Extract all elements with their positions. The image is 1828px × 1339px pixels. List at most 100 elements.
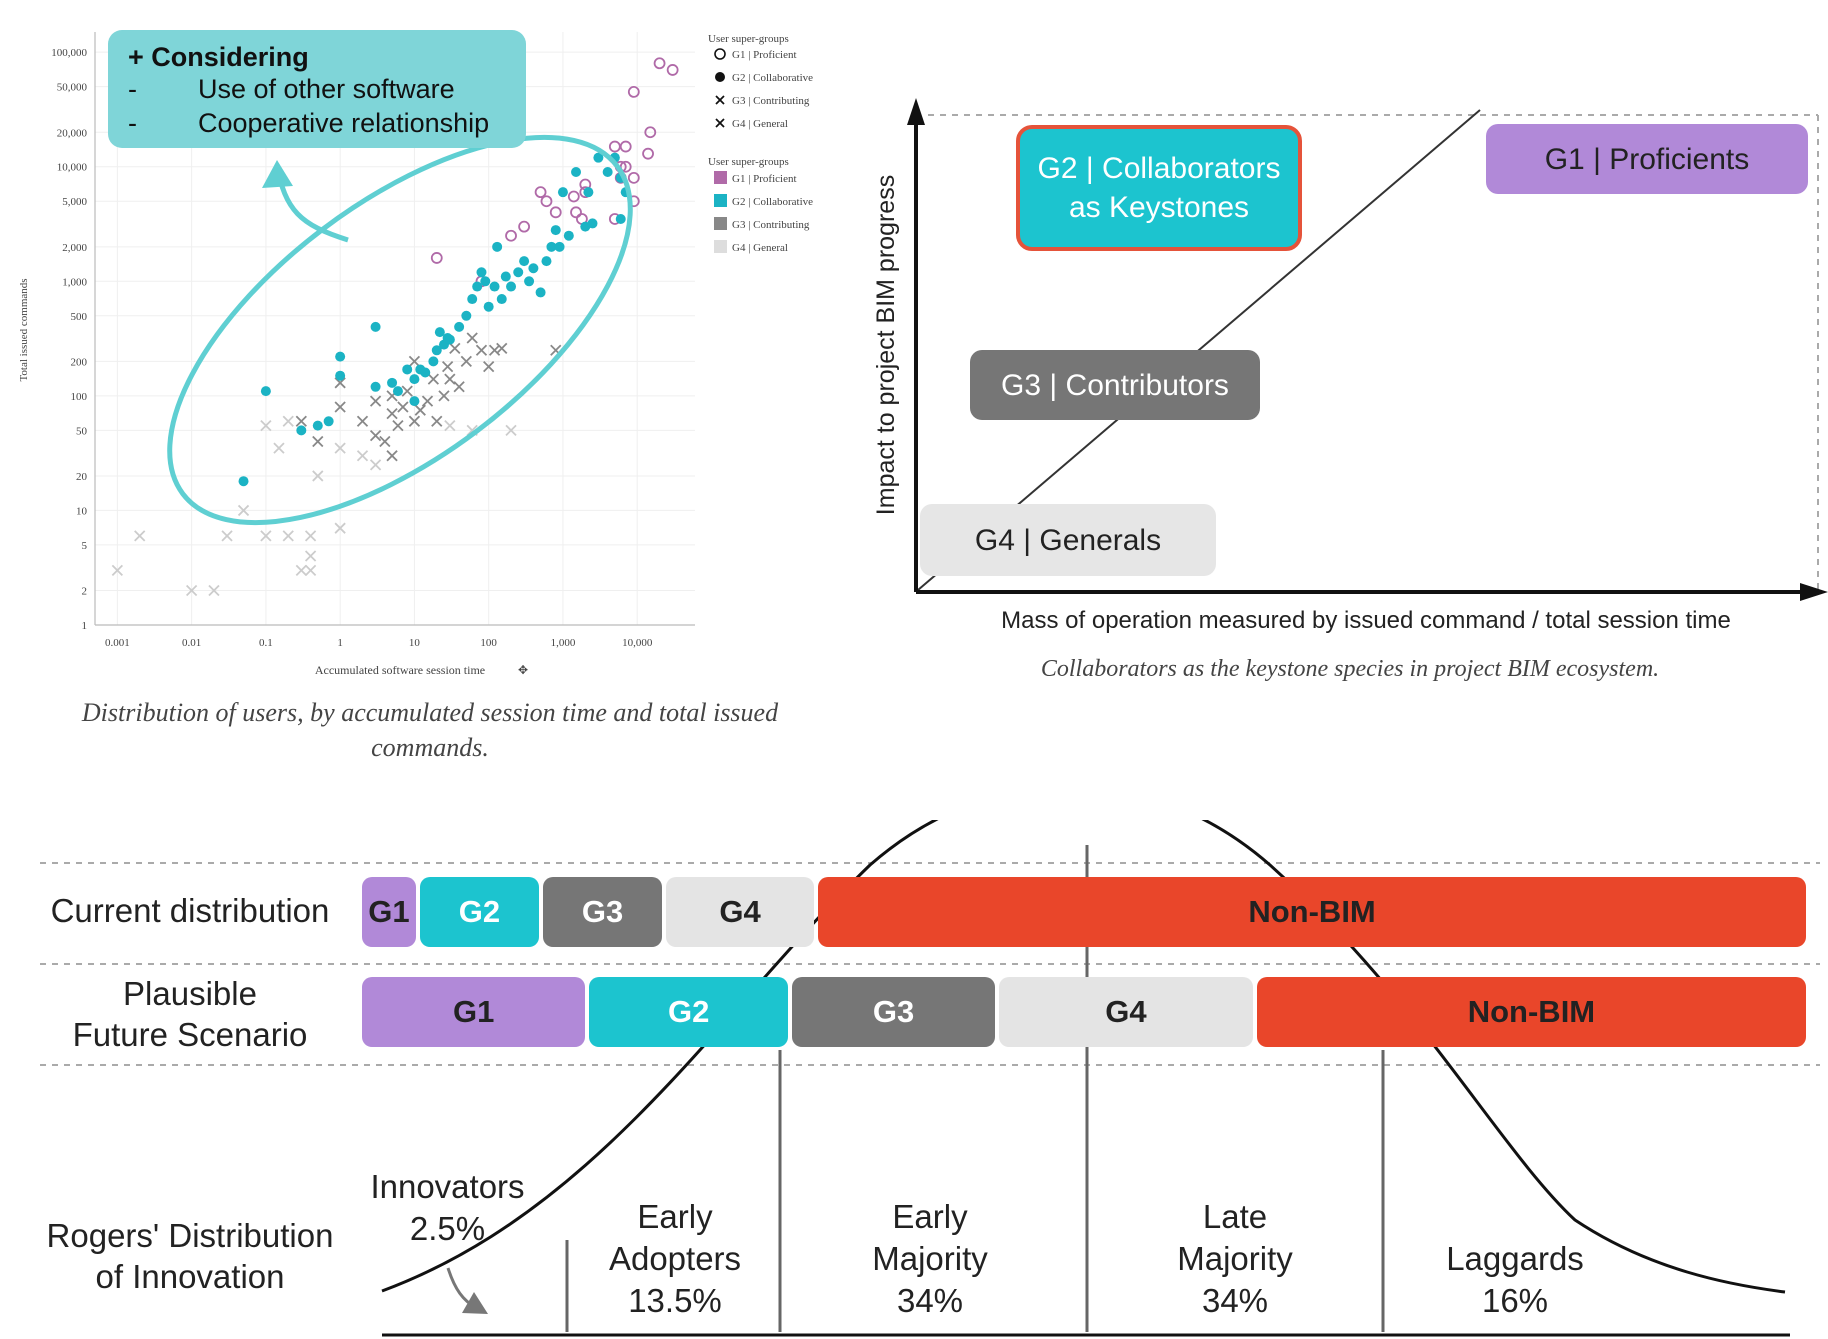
point-g3 xyxy=(334,377,346,389)
box-g3-contributors: G3 | Contributors xyxy=(970,350,1260,420)
point-g3 xyxy=(408,355,421,368)
legend-label: G3 | Contributing xyxy=(732,219,810,231)
point-g3 xyxy=(449,342,461,354)
point-g1 xyxy=(642,147,654,160)
point-g4 xyxy=(208,584,220,597)
x-tick-label: 0.001 xyxy=(105,637,130,649)
point-g2 xyxy=(513,267,524,278)
point-g3 xyxy=(441,360,454,373)
bar-segment-g2: G2 xyxy=(419,877,539,947)
legend-color-swatch xyxy=(714,194,727,207)
point-g3 xyxy=(427,373,440,385)
x-tick-label: 1,000 xyxy=(551,637,576,649)
point-g1 xyxy=(534,186,547,199)
legend-marker-x xyxy=(715,118,725,128)
point-g4 xyxy=(295,564,307,576)
point-g3 xyxy=(397,401,409,413)
y-tick-label: 20 xyxy=(76,471,88,483)
point-g2 xyxy=(409,374,420,385)
x-tick-label: 0.01 xyxy=(182,637,201,649)
point-g4 xyxy=(111,564,123,576)
point-g2 xyxy=(528,263,539,274)
legend-title: User super-groups xyxy=(708,156,789,168)
row-label-future: Plausible Future Scenario xyxy=(72,975,308,1054)
point-g3 xyxy=(475,344,488,356)
point-g4 xyxy=(505,424,517,436)
point-g2 xyxy=(587,218,598,229)
rogers-laggards: Laggards 16% xyxy=(1446,1240,1584,1319)
point-g1 xyxy=(627,171,640,184)
y-tick-label: 100 xyxy=(71,391,88,403)
considering-callout: + Considering - Use of other software - Co… xyxy=(108,30,526,148)
legend-marker-open-circle xyxy=(714,48,726,60)
legend-label: G4 | General xyxy=(732,118,788,130)
point-g2 xyxy=(402,364,413,375)
point-g4 xyxy=(356,450,369,462)
point-g2 xyxy=(506,281,517,292)
scatter-chart: 100,000 50,000 20,000 10,000 5,000 2,000 1,000… xyxy=(18,32,813,677)
point-g2 xyxy=(335,351,346,362)
bar-segment-g3: G3 xyxy=(792,977,996,1047)
box-g4-generals: G4 | Generals xyxy=(920,504,1216,576)
point-g2 xyxy=(554,241,565,252)
point-g2 xyxy=(296,425,307,436)
y-tick-label: 1,000 xyxy=(62,276,87,288)
point-g1 xyxy=(653,57,666,70)
point-g2 xyxy=(483,301,494,312)
point-g2 xyxy=(593,152,604,163)
point-g1 xyxy=(644,126,657,139)
y-tick-label: 200 xyxy=(71,356,88,368)
point-g2 xyxy=(409,396,420,407)
y-tick-label: 10,000 xyxy=(57,162,88,174)
point-g2 xyxy=(524,276,535,287)
point-g4 xyxy=(282,530,294,542)
rogers-early-adopters: Early Adopters 13.5% xyxy=(608,1198,742,1319)
point-g4 xyxy=(369,459,382,471)
x-axis-arrow xyxy=(1800,583,1828,601)
y-tick-label: 5,000 xyxy=(62,196,87,208)
legend-title: User super-groups xyxy=(708,33,789,45)
point-g2 xyxy=(496,294,507,305)
box-g2-line1: G2 | Collaborators xyxy=(1037,152,1281,185)
point-g1 xyxy=(430,252,443,264)
point-g2 xyxy=(238,476,249,487)
callout-title: + Considering xyxy=(128,42,309,72)
bar-segment-nonbim: Non-BIM xyxy=(818,877,1806,947)
point-g1 xyxy=(570,206,582,219)
legend-label: G1 | Proficient xyxy=(732,49,797,61)
legend-color-swatch xyxy=(714,171,727,184)
point-g4 xyxy=(304,530,317,542)
point-g2 xyxy=(392,386,403,397)
row-label-current: Current distribution xyxy=(50,892,330,929)
point-g1 xyxy=(518,220,531,233)
bar-segment-g3: G3 xyxy=(543,877,663,947)
legend-label: G2 | Collaborative xyxy=(732,196,813,208)
point-g3 xyxy=(438,390,450,402)
point-g2 xyxy=(444,334,455,345)
legend-marker-filled-circle xyxy=(715,72,725,82)
point-g4 xyxy=(312,470,324,482)
bar-segment-g2: G2 xyxy=(589,977,789,1047)
point-g4 xyxy=(334,522,346,534)
pin-icon: ✥ xyxy=(518,663,528,677)
point-g3 xyxy=(392,419,404,432)
point-g1 xyxy=(619,160,632,173)
point-g3 xyxy=(431,415,443,427)
point-g2 xyxy=(602,166,613,177)
point-g2 xyxy=(615,213,626,224)
y-tick-label: 1 xyxy=(82,620,88,632)
point-g2 xyxy=(431,345,442,356)
x-tick-label: 0.1 xyxy=(259,637,273,649)
callout-arrow-head xyxy=(262,160,293,188)
callout-arrow-line xyxy=(274,164,349,243)
y-tick-label: 10 xyxy=(76,505,88,517)
box-g2-line2: as Keystones xyxy=(1068,191,1250,224)
point-g2 xyxy=(492,241,503,252)
bar-segment-g4: G4 xyxy=(666,877,815,947)
point-g3 xyxy=(460,355,472,368)
legend-label: G3 | Contributing xyxy=(732,95,810,107)
rogers-innovators: Innovators 2.5% xyxy=(370,1168,525,1247)
point-g3 xyxy=(334,401,346,413)
point-g1 xyxy=(549,206,562,219)
point-g2 xyxy=(476,267,487,278)
